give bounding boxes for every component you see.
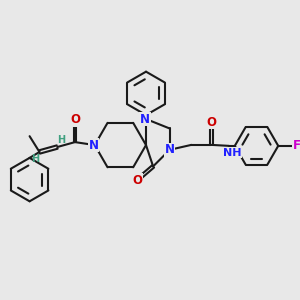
Text: N: N <box>89 139 99 152</box>
Text: N: N <box>140 112 150 125</box>
Text: H: H <box>32 154 40 164</box>
Text: NH: NH <box>223 148 241 158</box>
Text: F: F <box>293 140 300 152</box>
Text: H: H <box>57 135 65 145</box>
Text: N: N <box>165 143 175 156</box>
Text: O: O <box>206 116 216 129</box>
Text: O: O <box>132 174 142 187</box>
Text: O: O <box>70 113 80 126</box>
